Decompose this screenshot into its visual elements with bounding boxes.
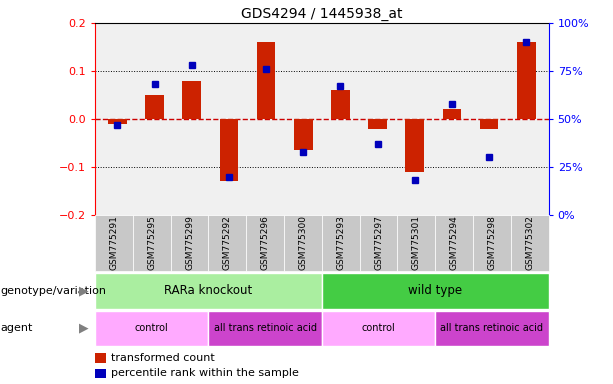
Text: GSM775294: GSM775294 [449, 215, 459, 270]
Text: GSM775298: GSM775298 [487, 215, 497, 270]
Text: RARa knockout: RARa knockout [164, 285, 253, 297]
Text: GSM775296: GSM775296 [261, 215, 270, 270]
Bar [108, 119, 127, 124]
Bar [219, 119, 238, 182]
Text: GSM775295: GSM775295 [147, 215, 156, 270]
Bar [443, 109, 461, 119]
Text: all trans retinoic acid: all trans retinoic acid [440, 323, 544, 333]
Bar [145, 95, 164, 119]
Text: ▶: ▶ [79, 322, 89, 335]
Text: genotype/variation: genotype/variation [0, 286, 106, 296]
Text: GSM775300: GSM775300 [299, 215, 308, 270]
Text: GSM775297: GSM775297 [374, 215, 383, 270]
Bar [517, 42, 536, 119]
Text: control: control [135, 323, 169, 333]
Text: transformed count: transformed count [111, 353, 215, 363]
Text: GSM775291: GSM775291 [109, 215, 118, 270]
Bar [183, 81, 201, 119]
Text: GSM775302: GSM775302 [525, 215, 535, 270]
Bar [331, 90, 349, 119]
Text: GSM775292: GSM775292 [223, 215, 232, 270]
Bar [480, 119, 498, 129]
Text: agent: agent [0, 323, 32, 333]
Text: control: control [362, 323, 395, 333]
Text: GSM775301: GSM775301 [412, 215, 421, 270]
Text: GSM775293: GSM775293 [336, 215, 345, 270]
Bar [405, 119, 424, 172]
Text: GSM775299: GSM775299 [185, 215, 194, 270]
Text: all trans retinoic acid: all trans retinoic acid [213, 323, 317, 333]
Text: percentile rank within the sample: percentile rank within the sample [111, 368, 299, 379]
Bar [257, 42, 275, 119]
Text: wild type: wild type [408, 285, 462, 297]
Bar [294, 119, 313, 150]
Title: GDS4294 / 1445938_at: GDS4294 / 1445938_at [241, 7, 403, 21]
Text: ▶: ▶ [79, 285, 89, 297]
Bar [368, 119, 387, 129]
